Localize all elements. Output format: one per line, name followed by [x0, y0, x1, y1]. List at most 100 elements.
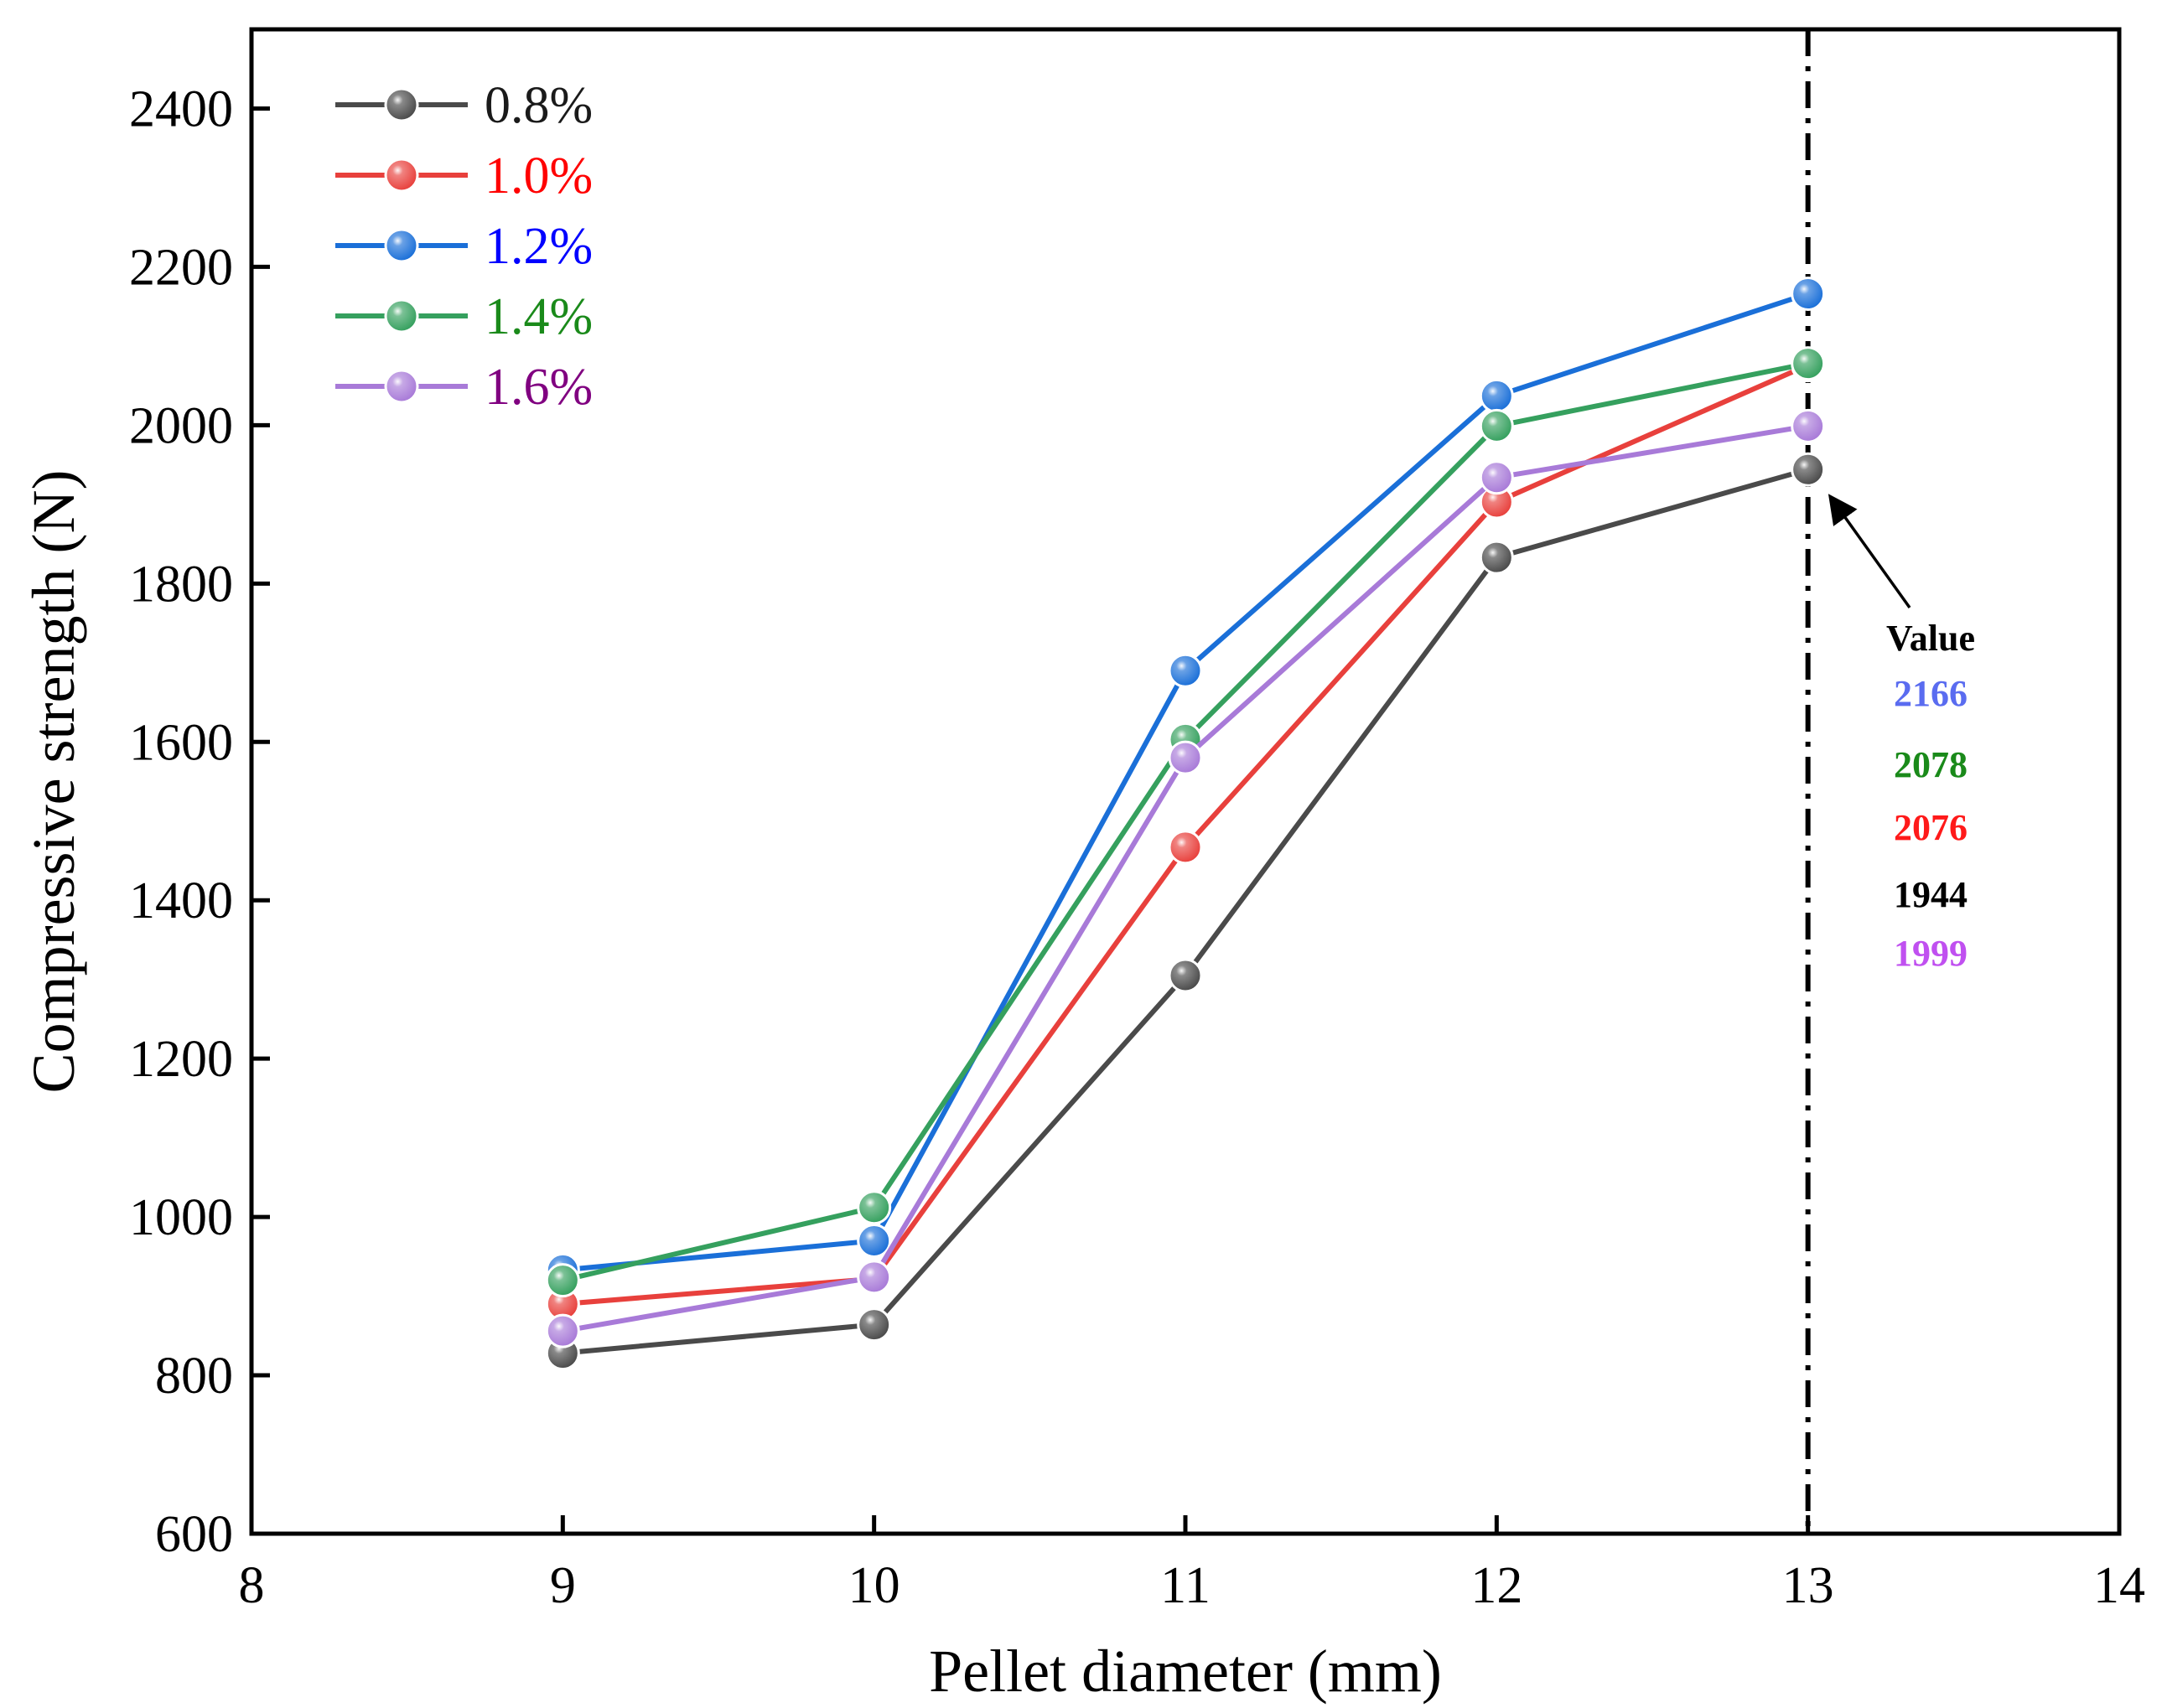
marker-highlight — [858, 1260, 890, 1293]
x-tick-label: 12 — [1470, 1557, 1522, 1614]
data-point — [545, 1263, 580, 1298]
marker-highlight — [547, 1264, 579, 1297]
marker-highlight — [547, 1315, 579, 1348]
x-tick-label: 8 — [239, 1557, 265, 1614]
marker-highlight — [386, 370, 417, 402]
marker-highlight — [1480, 486, 1513, 519]
marker-highlight — [386, 300, 417, 332]
legend-marker — [384, 87, 419, 122]
series-line — [562, 423, 1809, 1334]
annotation-arrow — [1828, 494, 1911, 609]
x-tick-label: 10 — [848, 1557, 900, 1614]
series-line — [563, 467, 1809, 1356]
marker-highlight — [1480, 461, 1513, 494]
marker-highlight — [1791, 410, 1824, 443]
y-axis-title: Compressive strength (N) — [20, 470, 87, 1094]
series-1.2% — [545, 277, 1826, 1287]
y-tick-label: 1800 — [129, 556, 233, 613]
series-group — [545, 29, 1826, 1534]
data-point — [1791, 408, 1826, 443]
annotation-value: 1999 — [1894, 933, 1968, 974]
marker-highlight — [1480, 410, 1513, 443]
legend-label: 1.2% — [485, 218, 593, 275]
x-tick-label: 13 — [1782, 1557, 1834, 1614]
legend-label: 1.0% — [485, 148, 593, 204]
annotation-value: 2078 — [1894, 744, 1968, 785]
annotation-title: Value — [1886, 618, 1975, 659]
legend-item-1.2%: 1.2% — [335, 218, 593, 275]
data-point — [545, 1313, 580, 1348]
marker-highlight — [1480, 541, 1513, 574]
data-point — [857, 1223, 892, 1258]
data-point — [857, 1190, 892, 1225]
data-point — [1168, 653, 1203, 688]
legend: 0.8% 1.0% 1.2% 1.4% 1.6% — [335, 77, 593, 416]
y-tick-label: 1400 — [129, 872, 233, 929]
y-tick-label: 800 — [155, 1348, 233, 1405]
annotation-value: 1944 — [1894, 874, 1968, 915]
marker-highlight — [1169, 655, 1201, 687]
marker-highlight — [386, 230, 417, 261]
data-point — [1479, 540, 1514, 575]
y-tick-label: 600 — [155, 1506, 233, 1563]
series-line — [562, 360, 1809, 1283]
marker-highlight — [386, 159, 417, 191]
legend-marker — [384, 158, 419, 193]
axes-group: 8 9 10 11 12 13 14 600 800 1000 1200 1400 1600 1800 20… — [20, 27, 2145, 1705]
legend-item-1.0%: 1.0% — [335, 148, 593, 204]
marker-highlight — [1169, 831, 1201, 863]
data-point — [857, 1260, 892, 1295]
data-point — [1791, 346, 1826, 381]
data-point — [1168, 740, 1203, 775]
legend-marker — [384, 298, 419, 334]
y-tick-label: 1600 — [129, 714, 233, 771]
x-tick-label: 14 — [2093, 1557, 2145, 1614]
series-1.0% — [545, 348, 1826, 1322]
data-point — [857, 1307, 892, 1343]
marker-highlight — [858, 1308, 890, 1341]
data-point — [1168, 830, 1203, 865]
data-point — [1479, 460, 1514, 495]
legend-item-1.6%: 1.6% — [335, 359, 593, 416]
data-point — [1479, 484, 1514, 520]
marker-highlight — [1169, 742, 1201, 774]
marker-highlight — [1480, 380, 1513, 412]
annotation-value: 2166 — [1894, 673, 1968, 714]
marker-highlight — [858, 1191, 890, 1224]
legend-label: 1.4% — [485, 288, 593, 345]
data-point — [1479, 378, 1514, 413]
marker-highlight — [1791, 347, 1824, 380]
data-point — [1791, 452, 1826, 487]
series-0.8% — [545, 452, 1826, 1371]
x-axis-title: Pellet diameter (mm) — [929, 1638, 1442, 1705]
annotation-value: 2076 — [1894, 807, 1968, 848]
y-tick-label: 2000 — [129, 397, 233, 454]
marker-highlight — [1791, 453, 1824, 486]
marker-highlight — [547, 1288, 579, 1321]
legend-label: 0.8% — [485, 77, 593, 134]
y-tick-label: 1200 — [129, 1031, 233, 1088]
legend-item-1.4%: 1.4% — [335, 288, 593, 345]
marker-highlight — [386, 89, 417, 121]
marker-highlight — [1791, 277, 1824, 310]
data-point — [1479, 408, 1514, 443]
legend-marker — [384, 228, 419, 263]
legend-item-0.8%: 0.8% — [335, 77, 593, 134]
marker-highlight — [1169, 959, 1201, 991]
x-tick-label: 11 — [1160, 1557, 1211, 1614]
legend-label: 1.6% — [485, 359, 593, 416]
series-line — [563, 291, 1809, 1273]
marker-highlight — [858, 1224, 890, 1257]
legend-marker — [384, 369, 419, 404]
data-point — [1791, 277, 1826, 312]
y-tick-label: 1000 — [129, 1189, 233, 1246]
data-point — [1168, 958, 1203, 993]
x-tick-label: 9 — [550, 1557, 576, 1614]
series-1.4% — [545, 346, 1826, 1298]
y-tick-label: 2400 — [129, 80, 233, 137]
series-1.6% — [545, 408, 1826, 1348]
y-tick-label: 2200 — [129, 239, 233, 296]
value-annotation: Value 2166 2078 2076 1944 1999 — [1828, 494, 1975, 974]
